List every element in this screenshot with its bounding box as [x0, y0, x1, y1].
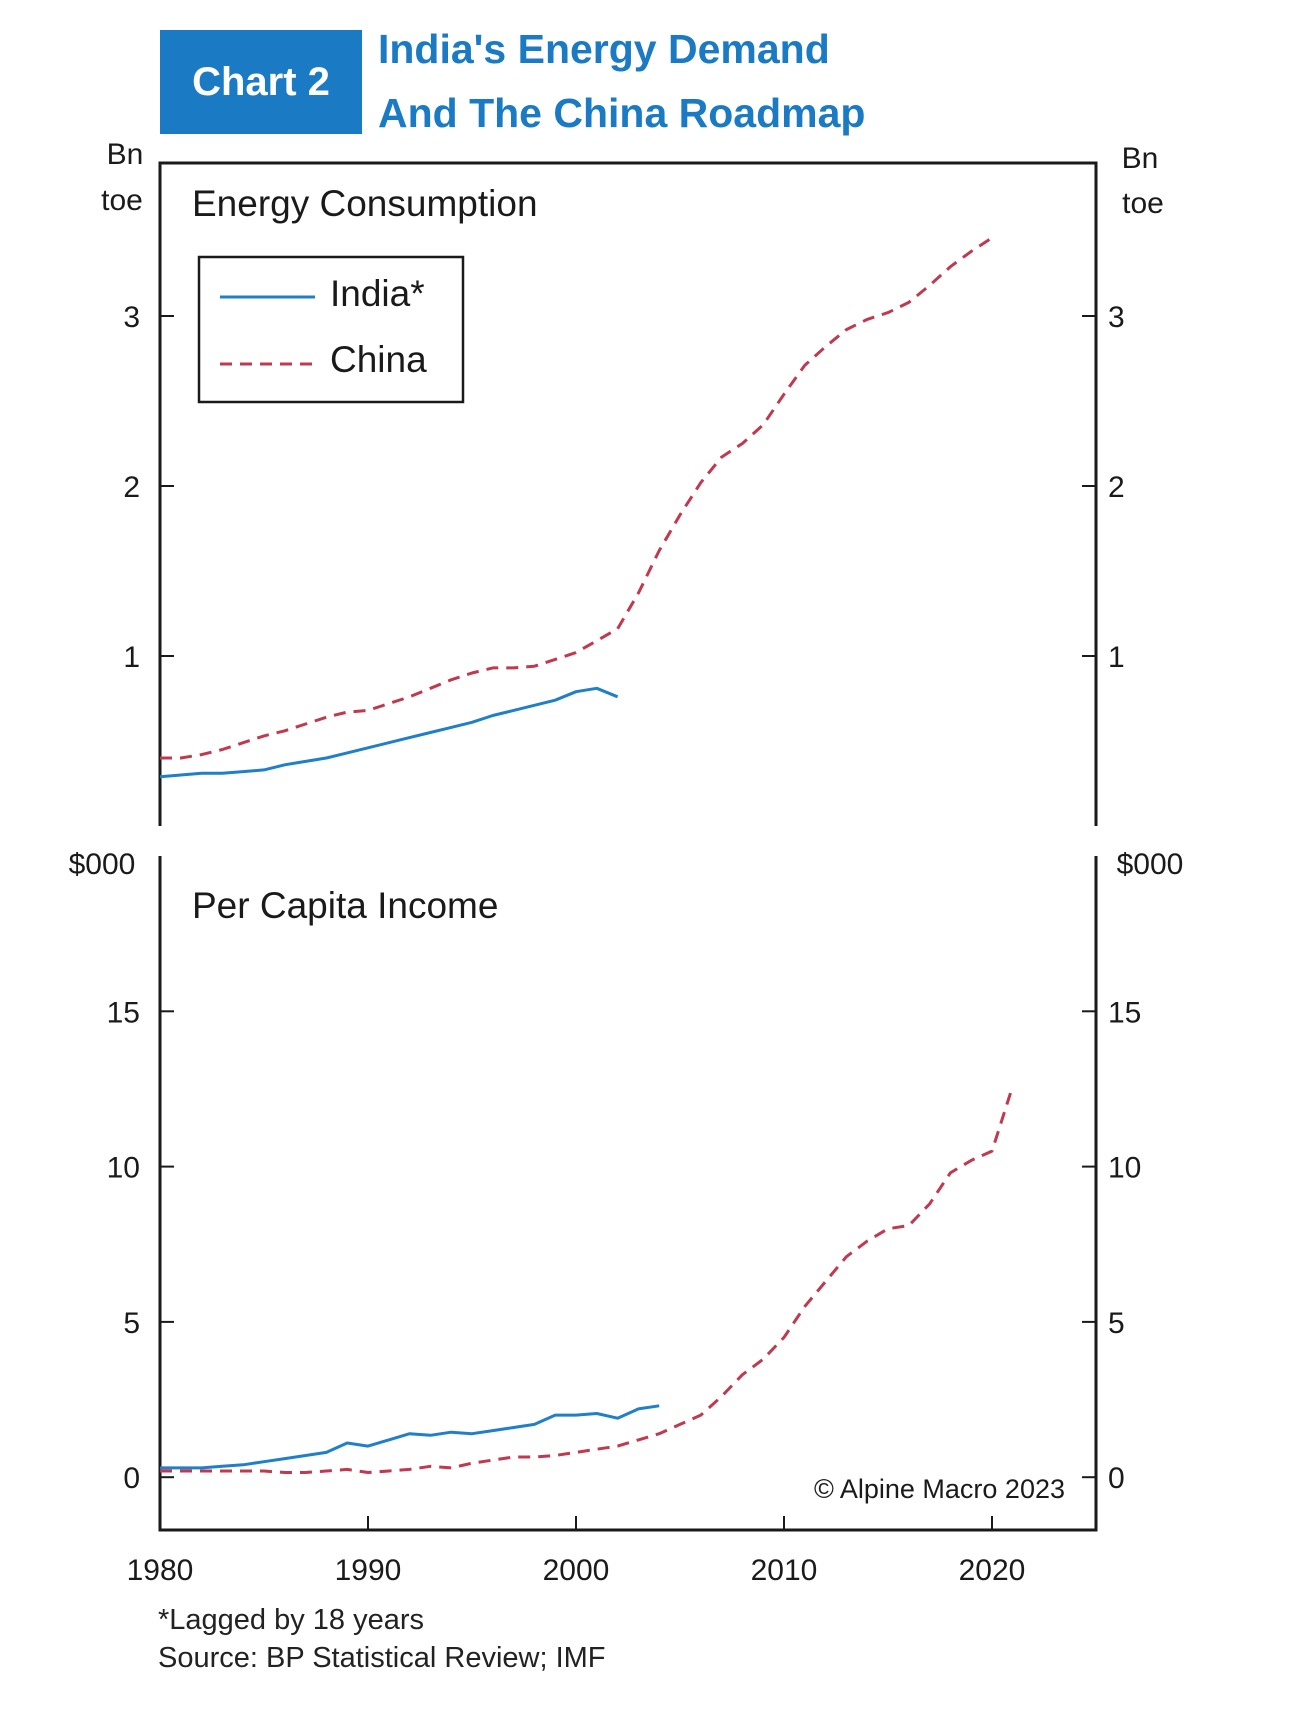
legend-box — [197, 255, 465, 404]
x-tick-label: 2000 — [543, 1554, 610, 1587]
india-series-line — [159, 686, 619, 779]
copyright-annotation: © Alpine Macro 2023 — [814, 1474, 1065, 1504]
x-tick-label: 2020 — [959, 1554, 1026, 1587]
top-panel-title: Energy Consumption — [192, 183, 538, 224]
y-tick-label-left: 15 — [107, 996, 140, 1029]
top-left-unit-line-2: toe — [101, 184, 143, 217]
legend-label-china: China — [330, 339, 427, 380]
y-tick-label-right: 0 — [1108, 1462, 1125, 1495]
top-right-unit-line-1: Bn — [1122, 142, 1159, 175]
panel-gap — [150, 826, 1106, 856]
bottom-right-unit-label: $000 — [1117, 848, 1184, 881]
chart-title-line-1: India's Energy Demand — [378, 26, 830, 72]
x-tick-label: 2010 — [751, 1554, 818, 1587]
china-series-line — [160, 1085, 1015, 1474]
y-tick-label-right: 1 — [1108, 641, 1125, 674]
y-tick-label-left: 10 — [107, 1152, 140, 1185]
footnote-source: Source: BP Statistical Review; IMF — [158, 1642, 606, 1674]
top-left-unit-line-1: Bn — [107, 138, 144, 171]
top-right-unit-line-2: toe — [1122, 187, 1164, 220]
india-series-line — [160, 1404, 660, 1470]
chart-title-line-2: And The China Roadmap — [378, 90, 866, 136]
bottom-panel-title: Per Capita Income — [192, 885, 498, 926]
y-tick-label-right: 2 — [1108, 471, 1125, 504]
bottom-left-unit-label: $000 — [69, 848, 136, 881]
y-tick-label-left: 3 — [123, 301, 140, 334]
china-series-line — [160, 236, 993, 760]
footnote-lag: *Lagged by 18 years — [158, 1604, 425, 1636]
y-tick-label-right: 15 — [1108, 996, 1141, 1029]
y-tick-label-left: 2 — [123, 471, 140, 504]
chart-number-badge: Chart 2 — [160, 30, 362, 134]
legend-label-india: India* — [330, 273, 425, 314]
x-tick-label: 1980 — [127, 1554, 194, 1587]
y-tick-label-left: 0 — [123, 1462, 140, 1495]
y-tick-label-left: 5 — [123, 1307, 140, 1340]
y-tick-label-right: 10 — [1108, 1152, 1141, 1185]
y-tick-label-left: 1 — [123, 641, 140, 674]
y-tick-label-right: 3 — [1108, 301, 1125, 334]
y-tick-label-right: 5 — [1108, 1307, 1125, 1340]
x-tick-label: 1990 — [335, 1554, 402, 1587]
